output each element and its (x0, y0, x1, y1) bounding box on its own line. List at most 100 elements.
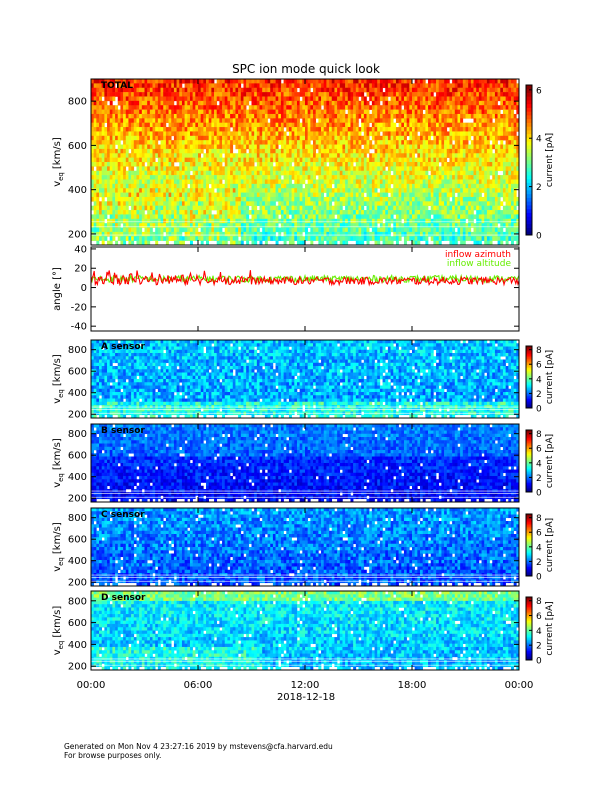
heatmap-cell (126, 153, 129, 158)
heatmap-cell (313, 153, 316, 158)
heatmap-cell (142, 123, 145, 128)
heatmap-cell (112, 175, 115, 180)
heatmap-cell (436, 184, 439, 189)
heatmap-cell (415, 219, 418, 224)
heatmap-cell (321, 114, 324, 119)
heatmap-cell (345, 145, 348, 150)
heatmap-cell (206, 88, 209, 93)
heatmap-cell (273, 88, 276, 93)
heatmap-cell (99, 127, 102, 132)
heatmap-cell (241, 201, 244, 206)
heatmap-cell (337, 105, 340, 110)
heatmap-cell (110, 136, 113, 141)
heatmap-cell (179, 175, 182, 180)
heatmap-cell (96, 88, 99, 93)
heatmap-cell (136, 158, 139, 163)
heatmap-cell (96, 96, 99, 101)
heatmap-cell (136, 149, 139, 154)
heatmap-cell (391, 123, 394, 128)
heatmap-cell (391, 210, 394, 215)
heatmap-cell (145, 101, 148, 106)
heatmap-cell (161, 219, 164, 224)
heatmap-cell (329, 193, 332, 198)
heatmap-cell (345, 228, 348, 233)
heatmap-cell (302, 171, 305, 176)
heatmap-cell (313, 201, 316, 206)
heatmap-cell (350, 101, 353, 106)
heatmap-cell (334, 210, 337, 215)
heatmap-cell (166, 228, 169, 233)
heatmap-cell (169, 188, 172, 193)
heatmap-cell (153, 188, 156, 193)
heatmap-cell (372, 79, 375, 84)
heatmap-cell (449, 171, 452, 176)
heatmap-cell (345, 105, 348, 110)
heatmap-cell (233, 131, 236, 136)
heatmap-cell (243, 214, 246, 219)
heatmap-cell (324, 153, 327, 158)
heatmap-cell (441, 201, 444, 206)
heatmap-cell (145, 105, 148, 110)
heatmap-cell (96, 201, 99, 206)
heatmap-cell (313, 232, 316, 237)
heatmap-cell (393, 197, 396, 202)
heatmap-cell (201, 162, 204, 167)
heatmap-cell (96, 232, 99, 237)
heatmap-cell (447, 214, 450, 219)
heatmap-cell (249, 193, 252, 198)
heatmap-cell (246, 136, 249, 141)
heatmap-cell (219, 127, 222, 132)
heatmap-cell (457, 114, 460, 119)
heatmap-cell (187, 162, 190, 167)
heatmap-cell (305, 101, 308, 106)
heatmap-cell (449, 96, 452, 101)
heatmap-cell (452, 123, 455, 128)
heatmap-cell (118, 101, 121, 106)
heatmap-cell (104, 127, 107, 132)
heatmap-cell (321, 206, 324, 211)
heatmap-cell (203, 145, 206, 150)
heatmap-cell (163, 214, 166, 219)
heatmap-cell (193, 96, 196, 101)
heatmap-cell (431, 110, 434, 115)
heatmap-cell (329, 118, 332, 123)
heatmap-cell (423, 232, 426, 237)
heatmap-cell (112, 131, 115, 136)
heatmap-cell (428, 162, 431, 167)
heatmap-cell (356, 228, 359, 233)
heatmap-cell (340, 149, 343, 154)
heatmap-cell (393, 232, 396, 237)
heatmap-cell (316, 145, 319, 150)
heatmap-cell (356, 79, 359, 84)
heatmap-cell (380, 123, 383, 128)
heatmap-cell (278, 166, 281, 171)
heatmap-cell (393, 166, 396, 171)
heatmap-cell (286, 114, 289, 119)
heatmap-cell (409, 140, 412, 145)
heatmap-cell (190, 179, 193, 184)
heatmap-cell (102, 114, 105, 119)
heatmap-cell (425, 179, 428, 184)
heatmap-cell (367, 123, 370, 128)
heatmap-cell (203, 92, 206, 97)
heatmap-cell (238, 214, 241, 219)
heatmap-cell (268, 166, 271, 171)
heatmap-cell (281, 219, 284, 224)
heatmap-cell (179, 92, 182, 97)
heatmap-cell (340, 158, 343, 163)
heatmap-cell (367, 110, 370, 115)
heatmap-cell (249, 236, 252, 241)
heatmap-cell (107, 197, 110, 202)
heatmap-cell (260, 171, 263, 176)
heatmap-cell (235, 214, 238, 219)
heatmap-cell (342, 175, 345, 180)
heatmap-cell (353, 123, 356, 128)
heatmap-cell (257, 175, 260, 180)
heatmap-cell (337, 197, 340, 202)
heatmap-cell (150, 162, 153, 167)
heatmap-cell (375, 101, 378, 106)
heatmap-cell (391, 236, 394, 241)
heatmap-cell (385, 158, 388, 163)
heatmap-cell (423, 92, 426, 97)
heatmap-cell (136, 210, 139, 215)
